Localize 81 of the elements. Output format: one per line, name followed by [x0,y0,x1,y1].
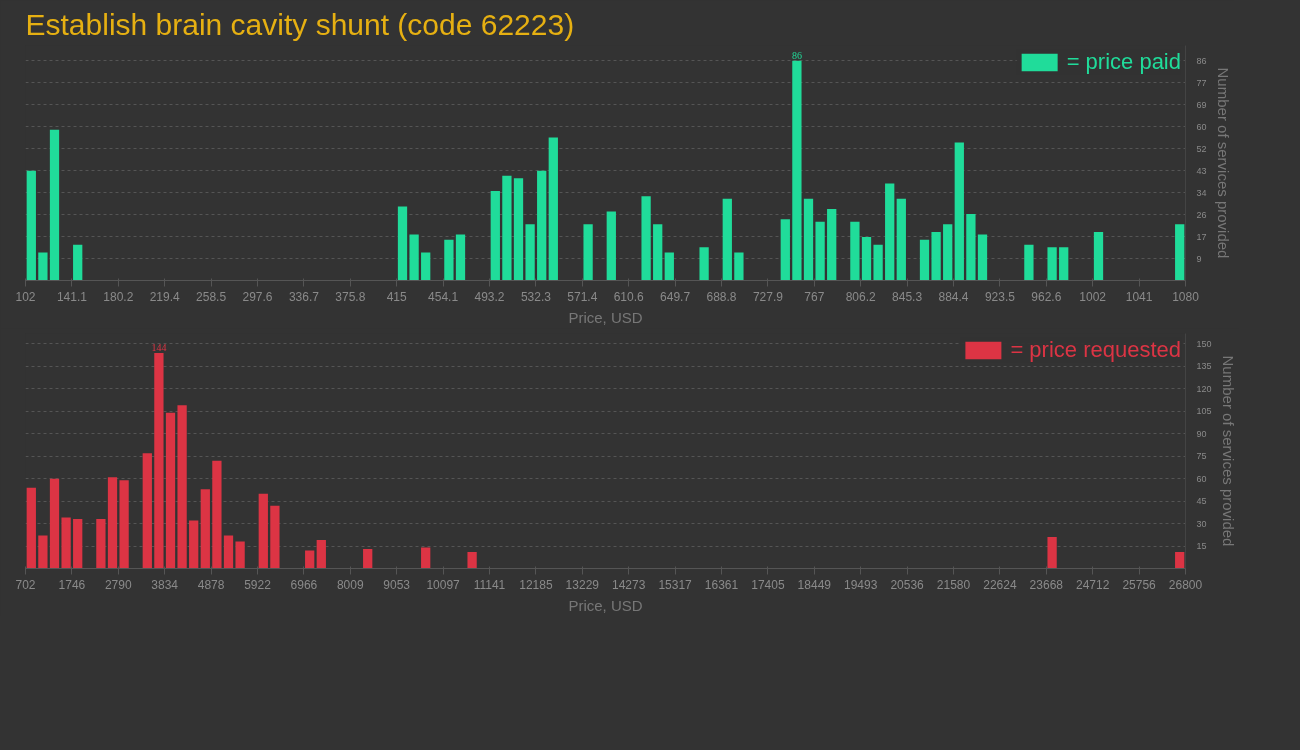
x-tick-label: 727.9 [752,289,784,304]
x-tick-label: 806.2 [845,289,877,304]
x-tick-label: 18449 [797,577,832,592]
x-tick-label: 610.6 [613,289,645,304]
x-tick-label: 219.4 [149,289,181,304]
x-tick-label: 493.2 [474,289,505,304]
x-tick-label: 5922 [244,577,272,592]
y-axis-title: Number of services provided [1214,67,1232,259]
y-tick-label: 69 [1196,99,1207,110]
x-tick-label: 26800 [1168,577,1203,592]
y-tick-label: 60 [1196,121,1207,132]
legend-label: = price paid [1066,49,1181,75]
y-tick-label: 9 [1196,253,1202,264]
y-tick-label: 45 [1196,496,1207,507]
x-tick-label: 8009 [336,577,364,592]
x-tick-label: 454.1 [428,289,459,304]
x-tick-label: 688.8 [706,289,737,304]
x-tick-label: 15317 [658,577,693,592]
x-tick-label: 17405 [751,577,785,592]
x-tick-label: 923.5 [984,289,1016,304]
x-tick-label: 13229 [565,577,600,592]
x-tick-label: 532.3 [520,289,552,304]
x-tick-label: 23668 [1029,577,1064,592]
x-tick-label: 9053 [383,577,411,592]
x-tick-label: 845.3 [892,289,923,304]
x-axis-title: Price, USD [568,596,643,614]
y-tick-label: 150 [1196,338,1212,349]
x-tick-label: 4878 [197,577,225,592]
x-tick-label: 16361 [704,577,739,592]
x-tick-label: 1080 [1172,289,1200,304]
x-tick-label: 375.8 [335,289,366,304]
x-tick-label: 297.6 [242,289,273,304]
y-tick-label: 120 [1196,383,1212,394]
x-tick-label: 22624 [983,577,1017,592]
legend-label: = price requested [1010,337,1181,363]
y-tick-label: 26 [1196,209,1207,220]
y-tick-label: 135 [1196,361,1212,372]
y-tick-label: 43 [1196,165,1207,176]
x-tick-label: 702 [15,577,36,592]
data-label: 144 [151,341,167,353]
x-tick-label: 649.7 [660,289,691,304]
x-tick-label: 884.4 [938,289,969,304]
x-tick-label: 25756 [1122,577,1157,592]
x-tick-label: 1746 [58,577,86,592]
x-tick-label: 1041 [1125,289,1153,304]
y-tick-label: 15 [1196,541,1207,552]
x-tick-label: 3834 [151,577,179,592]
x-tick-label: 11141 [473,577,506,592]
y-tick-label: 77 [1196,77,1207,88]
x-tick-label: 180.2 [103,289,134,304]
y-tick-label: 17 [1196,231,1207,242]
x-tick-label: 102 [15,289,36,304]
x-tick-label: 2790 [104,577,132,592]
x-tick-label: 19493 [844,577,878,592]
y-axis-title: Number of services provided [1219,355,1237,547]
x-tick-label: 6966 [290,577,318,592]
x-tick-label: 415 [386,289,408,304]
y-tick-label: 90 [1196,428,1207,439]
x-tick-label: 24712 [1076,577,1110,592]
x-tick-label: 12185 [519,577,553,592]
y-tick-label: 75 [1196,451,1207,462]
x-axis-title: Price, USD [568,308,643,326]
x-tick-label: 962.6 [1031,289,1062,304]
x-tick-label: 1002 [1079,289,1107,304]
x-tick-label: 20536 [890,577,925,592]
data-label: 86 [791,49,802,61]
x-tick-label: 10097 [426,577,461,592]
y-tick-label: 34 [1196,187,1207,198]
x-tick-label: 258.5 [196,289,227,304]
x-tick-label: 14273 [612,577,646,592]
x-tick-label: 571.4 [567,289,598,304]
x-tick-label: 336.7 [288,289,320,304]
y-tick-label: 30 [1196,518,1207,529]
y-tick-label: 86 [1196,55,1207,66]
x-tick-label: 141.1 [56,289,88,304]
x-tick-label: 21580 [936,577,971,592]
y-tick-label: 60 [1196,473,1207,484]
y-tick-label: 105 [1196,406,1212,417]
y-tick-label: 52 [1196,143,1207,154]
chart-title: Establish brain cavity shunt (code 62223) [25,7,575,41]
x-tick-label: 767 [804,289,825,304]
